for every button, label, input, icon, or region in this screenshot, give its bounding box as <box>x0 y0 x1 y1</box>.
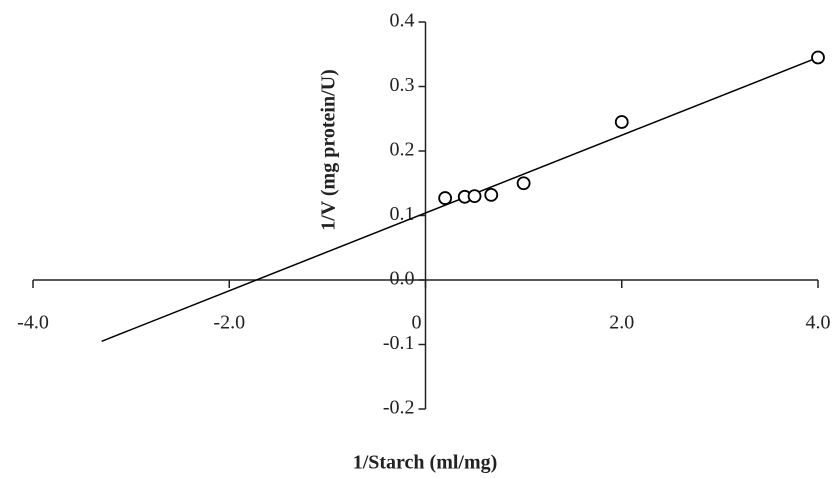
data-point <box>811 50 825 65</box>
data-point <box>467 189 482 204</box>
x-tick-label: -2.0 <box>213 312 245 334</box>
y-axis-label: 1/V (mg protein/U) <box>318 69 340 230</box>
y-tick-label: 0.0 <box>390 268 415 290</box>
y-tick-label: 0.2 <box>390 139 415 161</box>
y-tick-label: 0.4 <box>390 10 415 32</box>
x-tick-label: -4.0 <box>17 312 49 334</box>
data-point <box>484 187 499 202</box>
data-point <box>614 115 629 129</box>
y-tick-label: 0.3 <box>390 74 415 96</box>
y-tick-label: -0.2 <box>383 397 415 419</box>
y-tick-label: -0.1 <box>383 332 415 354</box>
x-axis-label: 1/Starch (ml/mg) <box>353 452 498 474</box>
data-point <box>516 176 531 191</box>
x-tick-label: 2.0 <box>609 312 634 334</box>
x-tick-label: 0 <box>412 312 422 334</box>
x-tick-label: 4.0 <box>806 312 831 334</box>
data-point <box>438 191 453 205</box>
